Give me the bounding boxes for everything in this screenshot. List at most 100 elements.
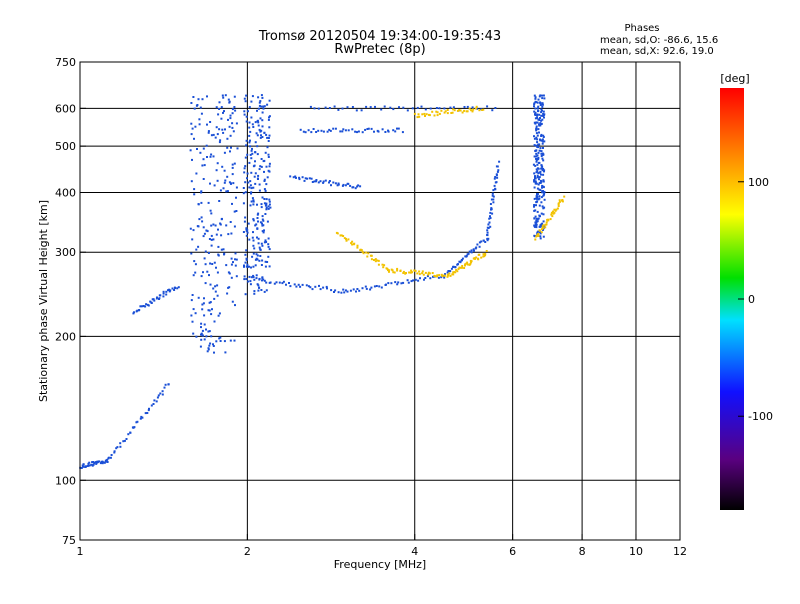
trace-point: [311, 288, 314, 291]
trace-point: [451, 111, 454, 114]
trace-point: [317, 107, 320, 110]
trace-point: [402, 270, 405, 273]
trace-point: [392, 108, 395, 111]
echo-point: [224, 94, 227, 97]
trace-point: [402, 272, 405, 274]
echo-point: [235, 122, 238, 125]
trace-point: [449, 270, 452, 273]
trace-point: [158, 297, 161, 300]
echo-point: [250, 171, 253, 174]
echo-point: [190, 314, 193, 317]
echo-point: [206, 156, 208, 158]
trace-point: [397, 127, 400, 130]
echo-point: [211, 263, 214, 265]
echo-point: [539, 171, 542, 174]
echo-point: [535, 144, 538, 147]
echo-point: [203, 164, 206, 167]
echo-point: [536, 218, 539, 221]
trace-point: [486, 237, 489, 240]
trace-point: [452, 273, 455, 276]
trace-point: [342, 288, 345, 291]
trace-point: [133, 426, 136, 429]
echo-point: [257, 212, 260, 215]
echo-point: [222, 248, 225, 251]
echo-point: [542, 179, 545, 182]
echo-point: [540, 155, 543, 157]
trace-point: [561, 200, 564, 203]
echo-point: [536, 138, 539, 141]
echo-point: [540, 223, 543, 226]
echo-point: [242, 202, 245, 205]
echo-point: [535, 136, 538, 139]
echo-point: [232, 182, 235, 185]
trace-point: [478, 245, 481, 248]
trace-point: [307, 129, 310, 132]
echo-point: [206, 350, 209, 353]
echo-point: [244, 156, 247, 159]
echo-point: [542, 186, 545, 189]
trace-point: [148, 407, 150, 410]
trace-point: [424, 277, 427, 279]
echo-point: [542, 213, 545, 216]
trace-point: [162, 290, 165, 293]
trace-point: [98, 460, 101, 463]
trace-point: [494, 107, 497, 109]
trace-point: [495, 165, 498, 168]
echo-point: [243, 110, 246, 113]
echo-point: [253, 292, 256, 295]
trace-point: [302, 130, 305, 133]
echo-point: [533, 205, 535, 208]
echo-point: [222, 96, 225, 99]
trace-point: [113, 451, 116, 454]
echo-point: [534, 107, 537, 110]
trace-point: [448, 270, 451, 273]
trace-point: [269, 281, 272, 284]
trace-point: [443, 274, 446, 277]
trace-point: [558, 200, 561, 203]
echo-point: [193, 137, 195, 140]
echo-point: [535, 219, 538, 222]
echo-point: [228, 272, 231, 275]
echo-point: [537, 172, 540, 175]
trace-point: [245, 278, 248, 280]
trace-point: [421, 270, 424, 273]
echo-point: [534, 149, 537, 152]
echo-point: [259, 100, 262, 103]
echo-point: [535, 226, 538, 229]
echo-point: [204, 250, 207, 253]
y-tick-label: 75: [62, 534, 76, 547]
trace-point: [344, 184, 347, 187]
echo-point: [252, 203, 255, 206]
trace-point: [299, 128, 302, 131]
echo-point: [254, 121, 257, 124]
echo-point: [244, 261, 247, 264]
trace-point: [491, 192, 494, 195]
echo-point: [264, 239, 267, 242]
trace-point: [347, 182, 350, 185]
echo-point: [209, 262, 212, 265]
trace-point: [365, 251, 368, 254]
trace-point: [394, 281, 397, 284]
trace-point: [556, 207, 559, 210]
echo-point: [218, 108, 221, 110]
trace-point: [357, 130, 360, 133]
trace-point: [310, 177, 313, 180]
echo-point: [533, 135, 535, 138]
echo-point: [220, 218, 223, 221]
trace-point: [470, 261, 472, 264]
echo-point: [268, 115, 271, 118]
echo-point: [539, 139, 542, 142]
trace-point: [394, 130, 397, 133]
echo-point: [193, 193, 196, 196]
echo-point: [196, 104, 199, 106]
trace-point: [127, 433, 130, 436]
echo-point: [267, 205, 270, 208]
echo-point: [231, 202, 233, 205]
trace-point: [171, 287, 174, 290]
echo-point: [197, 296, 200, 299]
trace-point: [412, 279, 415, 282]
echo-point: [251, 152, 254, 155]
echo-point: [536, 200, 539, 203]
echo-point: [212, 133, 215, 136]
echo-point: [260, 158, 263, 160]
